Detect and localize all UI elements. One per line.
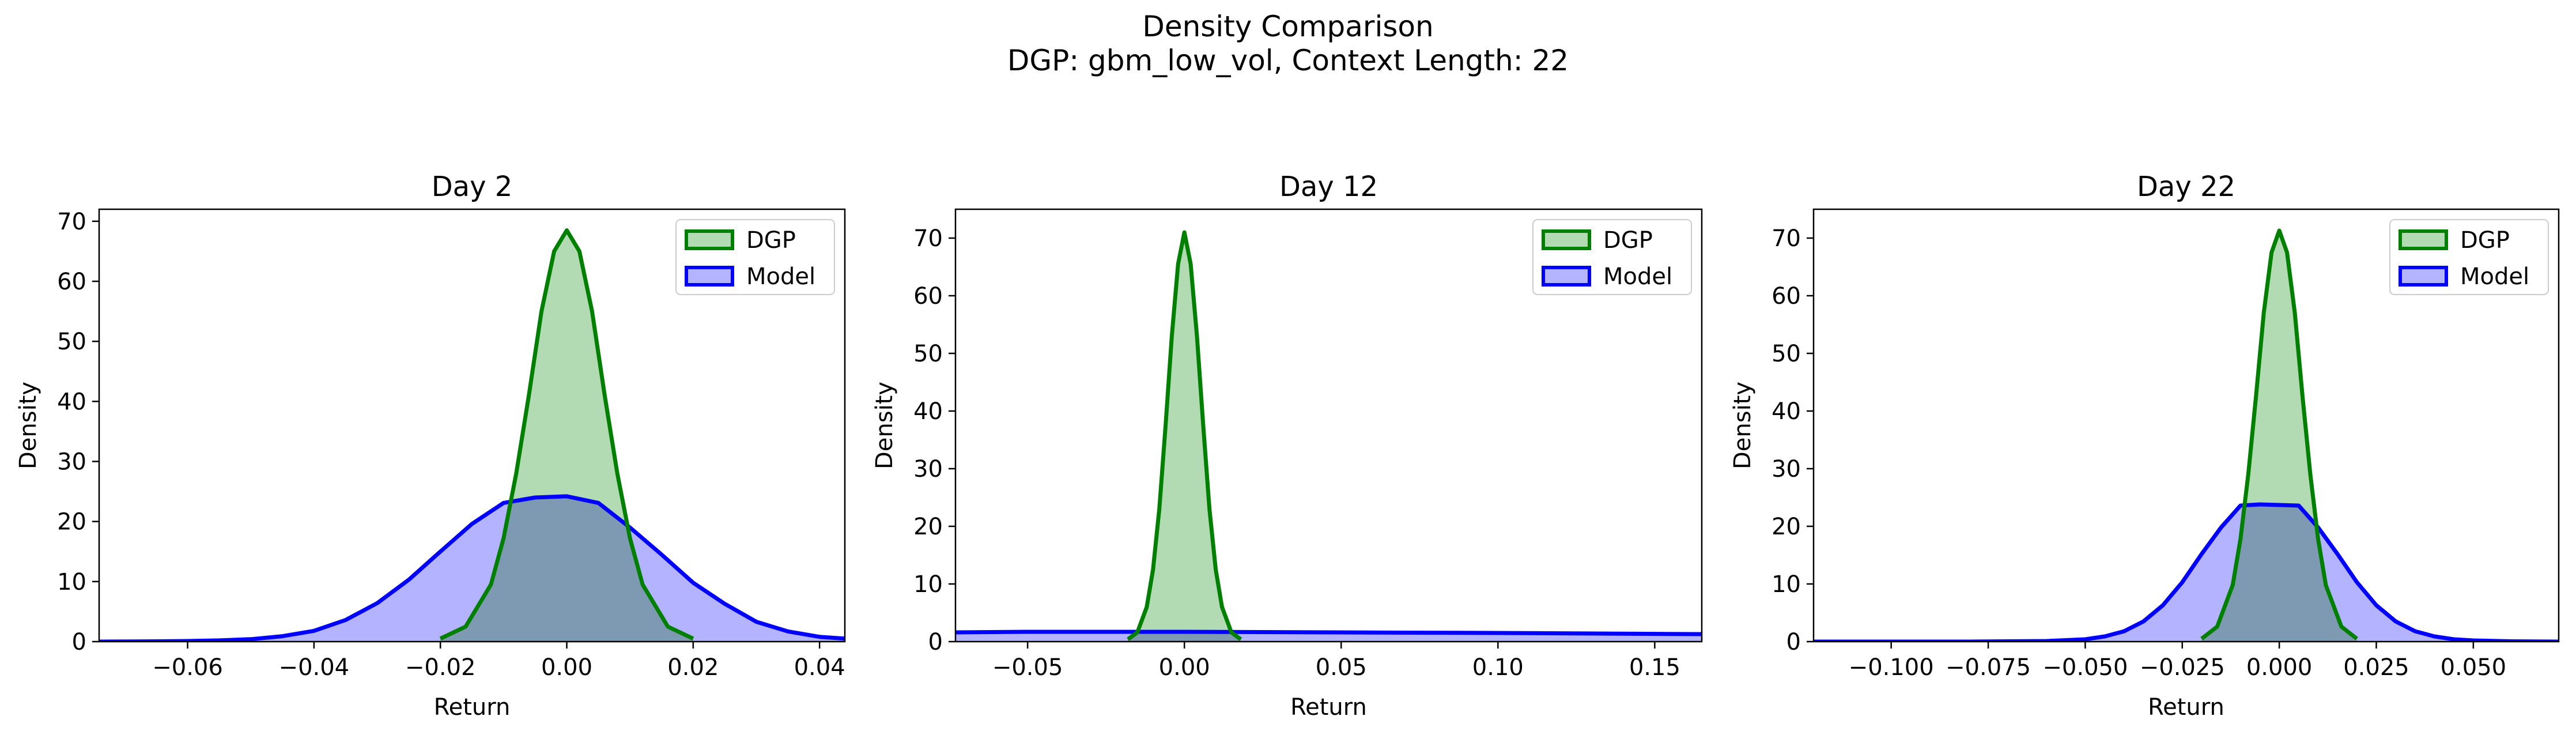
y-tick-label: 60 (57, 269, 86, 295)
x-tick-label: 0.00 (541, 654, 592, 681)
y-tick-label: 70 (1772, 225, 1801, 252)
x-tick-label: −0.06 (152, 654, 223, 681)
y-tick-label: 40 (57, 389, 86, 415)
y-tick-label: 30 (57, 449, 86, 476)
panel-title: Day 12 (1279, 171, 1378, 203)
legend-swatch-dgp (2399, 229, 2448, 250)
plot-area (99, 228, 845, 642)
legend: DGP Model (675, 219, 835, 295)
dgp-line (439, 228, 694, 640)
y-tick-label: 60 (913, 283, 943, 310)
x-tick-label: 0.000 (2246, 654, 2313, 681)
dgp-line (2200, 228, 2358, 640)
x-tick-label: 0.15 (1629, 654, 1680, 681)
x-tick-label: 0.10 (1472, 654, 1524, 681)
y-tick-label: 30 (913, 456, 943, 483)
y-tick-label: 40 (1772, 398, 1801, 425)
panel-day-2: −0.06 −0.04 −0.02 0.00 0.02 0.04 0 10 20 30 40 50 60… (15, 171, 846, 721)
y-tick-label: 10 (57, 569, 86, 595)
y-tick-label: 60 (1772, 283, 1801, 310)
y-axis-label: Density (15, 382, 41, 469)
x-tick-label: 0.050 (2441, 654, 2507, 681)
panel-day-22: −0.100 −0.075 −0.050 −0.025 0.000 0.025 0.050 0… (1729, 171, 2560, 721)
figure-subtitle: DGP: gbm_low_vol, Context Length: 22 (1007, 44, 1569, 77)
model-line (955, 630, 1702, 636)
panel-title: Day 22 (2137, 171, 2235, 203)
x-tick-label: −0.100 (1849, 654, 1934, 681)
axes-frame (98, 208, 846, 643)
legend-label-dgp: DGP (746, 227, 796, 254)
dgp-line (1127, 230, 1242, 641)
y-tick-label: 70 (913, 225, 943, 252)
y-tick-label: 10 (913, 571, 943, 598)
panel-title: Day 2 (432, 171, 513, 203)
legend-swatch-model (2399, 266, 2448, 287)
plot-area (955, 230, 1702, 642)
y-tick-label: 0 (72, 629, 86, 655)
y-tick-label: 0 (928, 629, 943, 655)
y-tick-label: 10 (1772, 571, 1801, 598)
legend-swatch-dgp (685, 229, 734, 250)
legend-label-model: Model (1603, 263, 1672, 290)
axes-frame (954, 208, 1703, 643)
y-tick-label: 0 (1786, 629, 1801, 655)
y-tick-label: 20 (913, 514, 943, 540)
x-tick-label: 0.00 (1159, 654, 1210, 681)
x-tick-label: −0.04 (279, 654, 350, 681)
legend: DGP Model (2389, 219, 2549, 295)
x-tick-label: −0.02 (405, 654, 476, 681)
model-area (99, 496, 845, 642)
y-tick-label: 50 (1772, 341, 1801, 367)
x-tick-label: 0.025 (2343, 654, 2409, 681)
y-tick-label: 20 (57, 509, 86, 536)
y-tick-label: 30 (1772, 456, 1801, 483)
legend-label-model: Model (2460, 263, 2529, 290)
x-tick-label: 0.05 (1316, 654, 1367, 681)
y-tick-label: 20 (1772, 514, 1801, 540)
x-tick-label: −0.050 (2042, 654, 2128, 681)
y-tick-label: 70 (57, 209, 86, 235)
figure-title: Density Comparison (1142, 10, 1433, 43)
y-axis-label: Density (871, 382, 898, 469)
x-tick-label: 0.04 (794, 654, 845, 681)
legend-swatch-model (1542, 266, 1591, 287)
plot-area (1814, 228, 2559, 642)
legend-label-dgp: DGP (2460, 227, 2510, 254)
model-line (1814, 502, 2559, 642)
panel-day-12: −0.05 0.00 0.05 0.10 0.15 0 10 20 30 40 50 60 70 Day … (871, 171, 1703, 721)
legend-swatch-dgp (1542, 229, 1591, 250)
x-tick-label: −0.025 (2140, 654, 2225, 681)
model-area (1814, 504, 2559, 642)
legend: DGP Model (1532, 219, 1692, 295)
x-tick-label: 0.02 (667, 654, 719, 681)
x-tick-label: −0.05 (992, 654, 1063, 681)
x-tick-label: −0.075 (1946, 654, 2031, 681)
dgp-area (1128, 232, 1241, 642)
model-line (99, 494, 845, 642)
x-axis-label: Return (1290, 694, 1367, 721)
y-tick-label: 50 (913, 341, 943, 367)
legend-label-dgp: DGP (1603, 227, 1653, 254)
y-tick-label: 40 (913, 398, 943, 425)
x-axis-label: Return (434, 694, 511, 721)
legend-label-model: Model (746, 263, 815, 290)
x-axis-label: Return (2148, 694, 2224, 721)
axes-frame (1812, 208, 2560, 643)
y-axis-label: Density (1729, 382, 1756, 469)
y-tick-label: 50 (57, 329, 86, 355)
legend-swatch-model (685, 266, 734, 287)
